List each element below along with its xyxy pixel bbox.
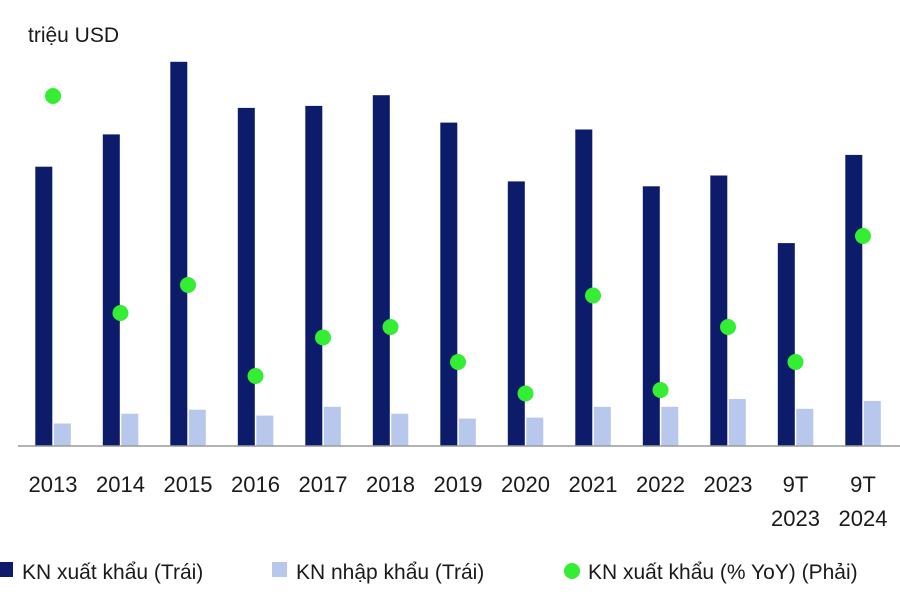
bar-import-2 [188, 409, 206, 446]
x-tick-label-8: 2021 [569, 472, 618, 497]
dot-yoy-4 [315, 329, 331, 346]
bar-export-12 [845, 154, 863, 446]
legend-label-import: KN nhập khẩu (Trái) [296, 561, 484, 584]
x-tick-label-2: 2015 [164, 472, 213, 497]
legend-label-yoy: KN xuất khẩu (% YoY) (Phải) [588, 561, 858, 584]
bar-export-5 [372, 95, 390, 446]
dot-yoy-1 [112, 305, 129, 321]
bar-import-3 [256, 415, 274, 446]
bar-export-4 [305, 105, 323, 447]
legend-marker-yoy [564, 563, 580, 579]
bar-import-7 [526, 417, 544, 446]
y-axis-unit-label: triệu USD [28, 24, 119, 47]
legend-swatch-export [0, 562, 13, 577]
legend-label-export: KN xuất khẩu (Trái) [22, 561, 203, 584]
legend-swatch-import [272, 562, 287, 577]
x-tick-label-0: 2013 [29, 472, 78, 497]
yoy-dots [45, 88, 871, 402]
x-tick-label-4: 2017 [299, 472, 348, 497]
bar-import-12 [863, 400, 881, 446]
x-tick-label-5: 2018 [366, 472, 415, 497]
dot-yoy-11 [787, 354, 804, 370]
bar-export-2 [170, 61, 188, 447]
bar-export-6 [440, 122, 458, 446]
dot-yoy-7 [517, 385, 534, 402]
dot-yoy-3 [247, 368, 264, 384]
bar-export-8 [575, 129, 593, 446]
bar-import-8 [593, 406, 611, 446]
export-bars [35, 61, 863, 447]
x-tick-label-12: 9T 2024 [839, 472, 888, 531]
x-axis-tick-labels: 2013 2014 2015 2016 2017 2018 2019 2020 2021 2022… [29, 472, 888, 531]
bar-export-7 [507, 181, 525, 446]
bar-export-3 [237, 107, 255, 447]
dot-yoy-6 [450, 354, 466, 370]
x-tick-label-9: 2022 [636, 472, 685, 497]
dot-yoy-10 [720, 319, 736, 335]
x-tick-label-11: 9T 2023 [771, 472, 820, 531]
bar-import-11 [796, 408, 814, 446]
bar-import-6 [458, 418, 476, 446]
bar-import-5 [391, 413, 409, 446]
bar-import-1 [121, 413, 139, 446]
bar-export-1 [102, 134, 120, 446]
dot-yoy-0 [45, 88, 61, 104]
x-tick-label-6: 2019 [434, 472, 483, 497]
dot-yoy-2 [180, 277, 196, 293]
bar-export-0 [35, 166, 53, 446]
bar-export-11 [777, 243, 795, 446]
legend: KN xuất khẩu (Trái) KN nhập khẩu (Trái) … [0, 561, 858, 584]
dot-yoy-5 [382, 319, 399, 335]
x-tick-label-10: 2023 [704, 472, 753, 497]
import-bars [53, 399, 881, 446]
dot-yoy-8 [585, 287, 601, 304]
x-tick-label-3: 2016 [231, 472, 280, 497]
dot-yoy-12 [855, 228, 871, 244]
bar-import-9 [661, 406, 679, 446]
bar-import-10 [728, 399, 746, 446]
bar-import-0 [53, 423, 71, 446]
bar-export-10 [710, 175, 728, 446]
dot-yoy-9 [652, 382, 669, 398]
x-tick-label-1: 2014 [96, 472, 145, 497]
x-tick-label-7: 2020 [501, 472, 550, 497]
bar-import-4 [323, 406, 341, 446]
bar-export-9 [642, 186, 660, 447]
